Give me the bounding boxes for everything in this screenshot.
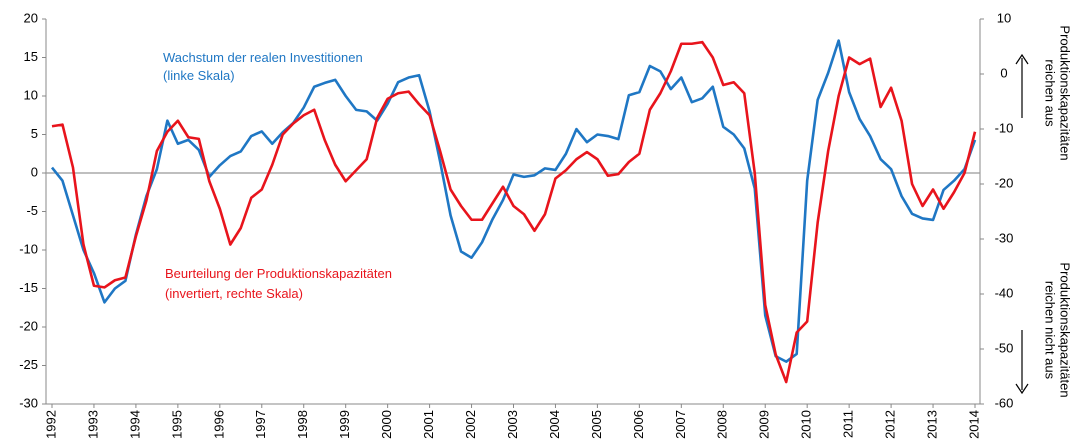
x-tick-label: 2004 [547, 410, 562, 439]
y2-tick-label: -10 [995, 120, 1014, 135]
x-tick-label: 1998 [295, 410, 310, 439]
y2-tick-label: 0 [1000, 65, 1007, 80]
y2-tick-label: -20 [995, 175, 1014, 190]
annotation: (invertiert, rechte Skala) [165, 286, 303, 301]
y-tick-label: 5 [31, 126, 38, 141]
series-line [51, 40, 977, 384]
y2-tick-label: -30 [995, 230, 1014, 245]
x-tick-label: 2009 [757, 410, 772, 439]
y-tick-label: -20 [19, 318, 38, 333]
x-tick-label: 2001 [421, 410, 436, 439]
arrow-down-head [1015, 383, 1029, 395]
series-label: Beurteilung der Produktionskapazitäten [165, 266, 392, 281]
x-tick-label: 1995 [169, 410, 184, 439]
x-tick-label: 2002 [463, 410, 478, 439]
x-tick-label: 2014 [966, 410, 981, 439]
annotation: (linke Skala) [163, 68, 235, 83]
y-tick-label: -15 [19, 280, 38, 295]
x-tick-label: 1997 [253, 410, 268, 439]
x-tick-label: 1999 [337, 410, 352, 439]
y-tick-label: 20 [24, 10, 38, 25]
x-tick-label: 1996 [211, 410, 226, 439]
y-tick-label: 0 [31, 164, 38, 179]
y2-label: reichen nicht aus [1043, 281, 1058, 380]
x-tick-label: 1992 [43, 410, 58, 439]
x-tick-label: 2012 [883, 410, 898, 439]
y-tick-label: -25 [19, 357, 38, 372]
arrow-up-head [1015, 53, 1029, 65]
x-tick-label: 2013 [924, 410, 939, 439]
y2-label: Produktionskapazitäten [1058, 262, 1073, 397]
y2-tick-label: -40 [995, 285, 1014, 300]
x-tick-label: 2006 [631, 410, 646, 439]
x-tick-label: 2008 [715, 410, 730, 439]
x-tick-label: 1994 [127, 410, 142, 439]
y-tick-label: -10 [19, 241, 38, 256]
y2-tick-label: -60 [995, 395, 1014, 410]
y2-tick-label: -50 [995, 340, 1014, 355]
x-tick-label: 2010 [799, 410, 814, 439]
x-tick-label: 2007 [673, 410, 688, 439]
series-line [50, 39, 977, 363]
y-tick-label: 15 [24, 49, 38, 64]
x-tick-label: 1993 [85, 410, 100, 439]
series-label: Wachstum der realen Investitionen [163, 50, 363, 65]
y-tick-label: 10 [24, 87, 38, 102]
y2-tick-label: 10 [997, 10, 1011, 25]
y-tick-label: -30 [19, 395, 38, 410]
x-tick-label: 2011 [841, 410, 856, 438]
x-tick-label: 2003 [505, 410, 520, 439]
x-tick-label: 2000 [379, 410, 394, 439]
y-tick-label: -5 [26, 203, 38, 218]
y2-label: reichen aus [1043, 59, 1058, 127]
x-tick-label: 2005 [589, 410, 604, 439]
y2-label: Produktionskapazitäten [1058, 25, 1073, 160]
